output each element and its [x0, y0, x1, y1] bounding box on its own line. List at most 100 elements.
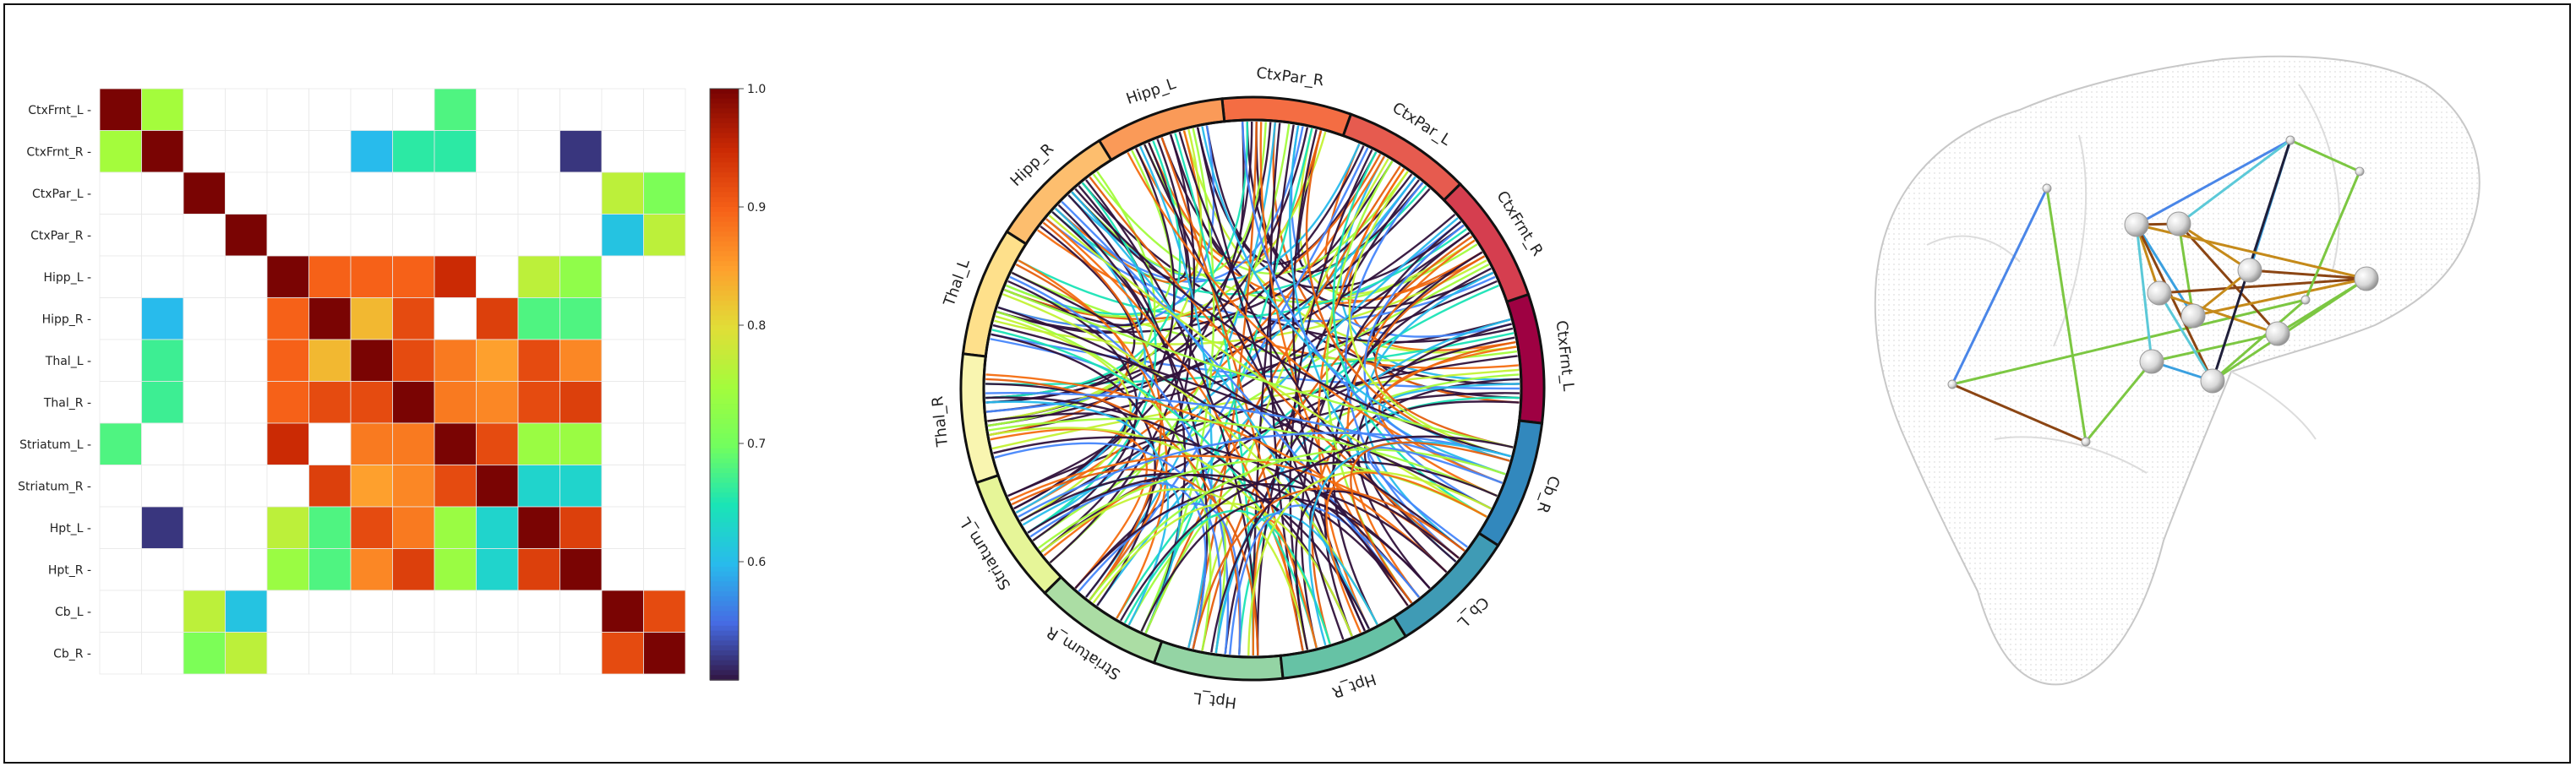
- heatmap-row-label: Cb_R -: [53, 647, 91, 661]
- heatmap-cell: [601, 255, 644, 298]
- chord-link: [1374, 255, 1514, 449]
- colorbar-tick-label: 1.0: [747, 83, 766, 96]
- colorbar-segment: [710, 670, 739, 676]
- heatmap-row-label: CtxFrnt_L -: [28, 104, 91, 117]
- colorbar-segment: [710, 463, 739, 469]
- colorbar-segment: [710, 157, 739, 164]
- network-node: [2200, 368, 2225, 394]
- colorbar-segment: [710, 650, 739, 656]
- colorbar-segment: [710, 389, 739, 395]
- network-edge: [2249, 269, 2367, 280]
- heatmap-cell: [434, 590, 477, 633]
- network-edge: [2158, 292, 2214, 382]
- colorbar-segment: [710, 197, 739, 203]
- chord-segment: [959, 352, 1000, 485]
- heatmap-cell: [141, 548, 184, 591]
- heatmap-cell: [517, 297, 560, 340]
- colorbar-segment: [710, 251, 739, 258]
- chord-node-label: Hipp_L: [1124, 75, 1178, 108]
- heatmap-cell: [183, 130, 226, 173]
- colorbar-segment: [710, 113, 739, 119]
- heatmap-cell: [141, 130, 184, 173]
- chord-link: [992, 323, 1492, 510]
- heatmap-cell: [350, 590, 393, 633]
- chord-link: [1003, 288, 1514, 449]
- colorbar-segment: [710, 291, 739, 296]
- heatmap-cell: [434, 548, 477, 591]
- heatmap-cell: [308, 130, 352, 173]
- chord-link: [1123, 509, 1331, 644]
- heatmap-cell: [183, 339, 226, 382]
- heatmap-cell: [183, 548, 226, 591]
- colorbar-segment: [710, 404, 739, 410]
- colorbar-segment: [710, 345, 739, 351]
- colorbar-segment: [710, 536, 739, 543]
- colorbar-segment: [710, 241, 739, 247]
- colorbar-segment: [710, 468, 739, 474]
- heatmap-cell: [559, 130, 603, 173]
- chord-node-label: Hpt_L: [1192, 688, 1237, 711]
- heatmap-cell: [183, 422, 226, 465]
- chord-link: [1143, 144, 1409, 275]
- colorbar-segment: [710, 275, 739, 282]
- chord-link: [1011, 468, 1259, 655]
- heatmap-cell: [225, 590, 268, 633]
- network-edge: [2084, 361, 2153, 443]
- chord-link: [1348, 171, 1511, 458]
- network-edge: [2158, 277, 2367, 295]
- colorbar-segment: [710, 202, 739, 208]
- heatmap-row-label: Striatum_R -: [18, 480, 91, 493]
- colorbar-segment: [710, 630, 739, 637]
- heatmap-cell: [308, 590, 352, 633]
- heatmap-cell: [225, 171, 268, 215]
- chord-node-label: Thal_L: [940, 257, 973, 309]
- network-nodes: [1947, 135, 2379, 447]
- heatmap-cell: [266, 465, 309, 508]
- heatmap-cell: [141, 171, 184, 215]
- colorbar-segment: [710, 108, 739, 114]
- colorbar-segment: [710, 566, 739, 573]
- chord-link: [1092, 502, 1353, 637]
- chord-links: [985, 121, 1520, 656]
- heatmap-cell: [643, 381, 686, 424]
- heatmap-cell: [350, 339, 393, 382]
- heatmap-cell: [601, 465, 644, 508]
- heatmap-cell: [476, 171, 519, 215]
- heatmap-cell: [476, 422, 519, 465]
- chord-link: [1013, 148, 1176, 510]
- heatmap-cell: [559, 171, 603, 215]
- heatmap-cell: [350, 381, 393, 424]
- colorbar-segment: [710, 433, 739, 439]
- network-edge: [2212, 298, 2306, 383]
- heatmap-cell: [308, 381, 352, 424]
- heatmap-cell: [559, 214, 603, 257]
- chord-link: [1356, 323, 1512, 590]
- network-node: [2139, 349, 2164, 374]
- chord-link: [1007, 280, 1138, 541]
- colorbar-segment: [710, 325, 739, 331]
- chord-link: [1174, 133, 1254, 656]
- colorbar-segment: [710, 177, 739, 183]
- colorbar-segment: [710, 340, 739, 346]
- network-edge: [2178, 139, 2291, 226]
- colorbar-segment: [710, 162, 739, 169]
- heatmap-cell: [99, 548, 142, 591]
- heatmap-cell: [99, 214, 142, 257]
- network-edge: [2177, 222, 2279, 335]
- network-edge: [2304, 171, 2361, 301]
- heatmap-cell: [308, 465, 352, 508]
- heatmap-cell: [99, 422, 142, 465]
- chord-segment: [1152, 639, 1285, 682]
- heatmap-cell: [434, 130, 477, 173]
- heatmap-cell: [350, 465, 393, 508]
- heatmap-cell: [476, 465, 519, 508]
- heatmap-cell: [434, 465, 477, 508]
- heatmap-cell: [559, 297, 603, 340]
- heatmap-cell: [225, 214, 268, 257]
- heatmap-cell: [643, 339, 686, 382]
- heatmap-cell: [559, 632, 603, 675]
- heatmap-cell: [559, 506, 603, 549]
- heatmap-row-label: CtxFrnt_R -: [26, 145, 91, 159]
- heatmap-cell: [99, 339, 142, 382]
- network-edge: [2151, 332, 2279, 363]
